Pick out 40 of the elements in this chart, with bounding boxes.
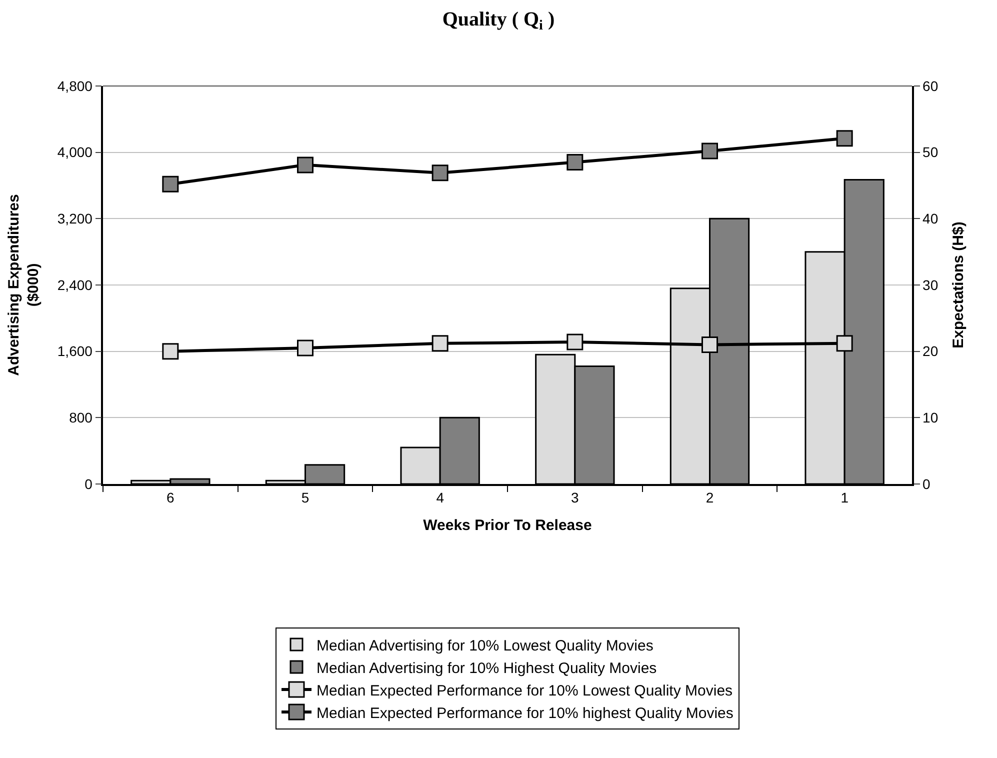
x-tick-label: 3 [571,490,580,506]
x-axis-title: Weeks Prior To Release [423,517,592,534]
chart-title: Quality ( Q$_{i}$ ) [442,8,555,34]
x-tick-label: 2 [706,490,714,506]
point [566,334,584,350]
y2-tick-label: 40 [922,210,938,227]
y2-tick-label: 20 [922,343,938,360]
point [432,164,448,182]
legend-label: Median Advertising for 10% Highest Quality Movies [316,660,657,677]
y2-tick-label: 30 [922,276,938,293]
x-tick-label: 6 [166,490,175,506]
y2-tick-label: 0 [922,476,931,492]
x-tick-label: 1 [840,490,849,506]
y2-tick-label: 50 [922,144,938,160]
y2-tick-label: 60 [922,78,938,94]
y-axis-title: Advertising Expenditures ($000) [6,194,42,376]
point [702,336,718,353]
point [432,335,448,352]
y-tick-label: 3,200 [57,210,93,227]
point [702,142,718,160]
y-tick-label: 4,000 [57,144,93,160]
point [836,130,853,147]
y-tick-label: 1,600 [57,343,93,360]
y-tick-label: 800 [69,410,93,426]
y2-tick-label: 10 [922,410,938,426]
point [836,335,853,352]
point [162,176,179,192]
x-tick-label: 5 [301,490,310,506]
point [297,340,314,356]
legend-label: Median Expected Performance for 10% Lowest Quality Movies [316,682,733,700]
y2-axis-title: Expectations (H$) [950,222,967,348]
y-tick-label: 0 [84,476,93,492]
y-tick-label: 4,800 [57,78,93,94]
x-tick-label: 4 [436,490,444,506]
point [162,343,179,360]
legend-label: Median Advertising for 10% Lowest Quality Movies [316,637,654,654]
point [566,154,584,171]
y-tick-label: 2,400 [57,276,93,293]
point [297,156,314,174]
legend-label: Median Expected Performance for 10% highest Quality Movies [316,704,734,722]
